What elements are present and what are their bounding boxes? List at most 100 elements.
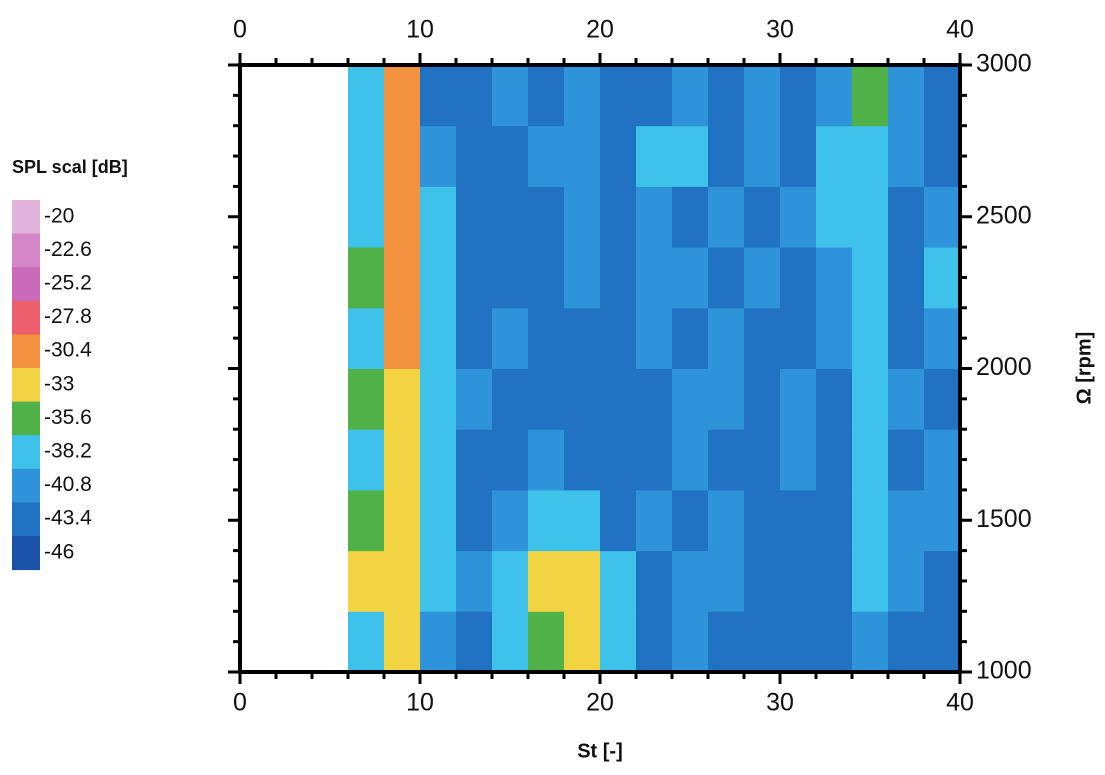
heat-cell [348, 308, 385, 369]
heat-cell [816, 611, 853, 672]
legend-label: -33 [44, 372, 74, 395]
heat-cell [888, 247, 925, 308]
heat-cell [528, 65, 565, 126]
heat-cell [744, 308, 781, 369]
heat-cell [384, 126, 421, 187]
heat-cell [636, 551, 673, 612]
heat-cell [744, 490, 781, 551]
heat-cell [708, 65, 745, 126]
heat-cell [420, 247, 457, 308]
heat-cell [636, 429, 673, 490]
heat-cell [780, 429, 817, 490]
heat-cell [420, 126, 457, 187]
heat-cell [852, 551, 889, 612]
heat-cell [564, 308, 601, 369]
heat-cell [672, 429, 709, 490]
heat-cell [456, 126, 493, 187]
heat-cell [744, 126, 781, 187]
heat-cell [528, 611, 565, 672]
heat-cell [384, 186, 421, 247]
legend-label: -38.2 [44, 440, 92, 463]
heat-cell [744, 186, 781, 247]
heat-cell [888, 308, 925, 369]
x-tick-label-top: 30 [766, 16, 794, 44]
heat-cell [888, 490, 925, 551]
heat-cell [816, 247, 853, 308]
heat-cell [780, 490, 817, 551]
heat-cell [672, 308, 709, 369]
heat-cell [708, 490, 745, 551]
heat-cell [744, 551, 781, 612]
heat-cell [348, 65, 385, 126]
heat-cell [492, 551, 529, 612]
heat-cell [456, 186, 493, 247]
heat-cell [672, 369, 709, 430]
heat-cell [708, 247, 745, 308]
legend-swatch [12, 267, 40, 301]
legend-swatch [12, 334, 40, 368]
heat-cell [708, 126, 745, 187]
heat-cell [348, 551, 385, 612]
heat-cell [492, 308, 529, 369]
heat-cell [816, 308, 853, 369]
heat-cell [672, 126, 709, 187]
legend-swatch [12, 469, 40, 503]
legend-swatch [12, 301, 40, 335]
heat-cell [384, 490, 421, 551]
heat-cell [420, 369, 457, 430]
heat-cell [600, 126, 637, 187]
heat-cell [384, 247, 421, 308]
heat-cell [564, 551, 601, 612]
heat-cell [708, 429, 745, 490]
heat-cell [600, 429, 637, 490]
heat-cell [672, 490, 709, 551]
heat-cell [924, 490, 961, 551]
legend-label: -27.8 [44, 305, 92, 328]
heat-cell [888, 429, 925, 490]
heat-cell [420, 308, 457, 369]
legend-label: -30.4 [44, 339, 92, 362]
heat-cell [492, 186, 529, 247]
heat-cell [420, 551, 457, 612]
legend-label: -43.4 [44, 507, 92, 530]
heat-cell [780, 65, 817, 126]
legend-swatch [12, 234, 40, 268]
heat-cell [492, 611, 529, 672]
x-tick-label: 20 [586, 689, 614, 717]
heat-cell [420, 490, 457, 551]
x-tick-label-top: 0 [233, 16, 247, 44]
y-tick-label: 2500 [976, 201, 1032, 229]
heat-cell [600, 247, 637, 308]
heat-cell [780, 551, 817, 612]
heat-cell [816, 490, 853, 551]
heat-cell [348, 611, 385, 672]
y-tick-label: 1500 [976, 505, 1032, 533]
heat-cell [456, 490, 493, 551]
heat-cell [672, 551, 709, 612]
y-tick-label: 1000 [976, 657, 1032, 685]
heat-cell [564, 186, 601, 247]
legend-title: SPL scal [dB] [12, 157, 128, 177]
legend-label: -20 [44, 204, 74, 227]
heat-cell [888, 65, 925, 126]
legend-swatch [12, 536, 40, 570]
heat-cell [852, 369, 889, 430]
heat-cell [348, 126, 385, 187]
x-tick-label: 0 [233, 689, 247, 717]
x-tick-label-top: 40 [946, 16, 974, 44]
heat-cell [348, 429, 385, 490]
heat-cell [456, 308, 493, 369]
heat-cell [708, 308, 745, 369]
legend-swatch [12, 402, 40, 436]
heat-cell [852, 65, 889, 126]
heat-cell [456, 65, 493, 126]
heat-cell [924, 126, 961, 187]
heat-cell [528, 369, 565, 430]
heat-cell [672, 186, 709, 247]
heat-cell [384, 308, 421, 369]
heat-cell [780, 369, 817, 430]
heat-cell [780, 126, 817, 187]
x-tick-label-top: 10 [406, 16, 434, 44]
heat-cell [420, 186, 457, 247]
heat-cell [528, 247, 565, 308]
